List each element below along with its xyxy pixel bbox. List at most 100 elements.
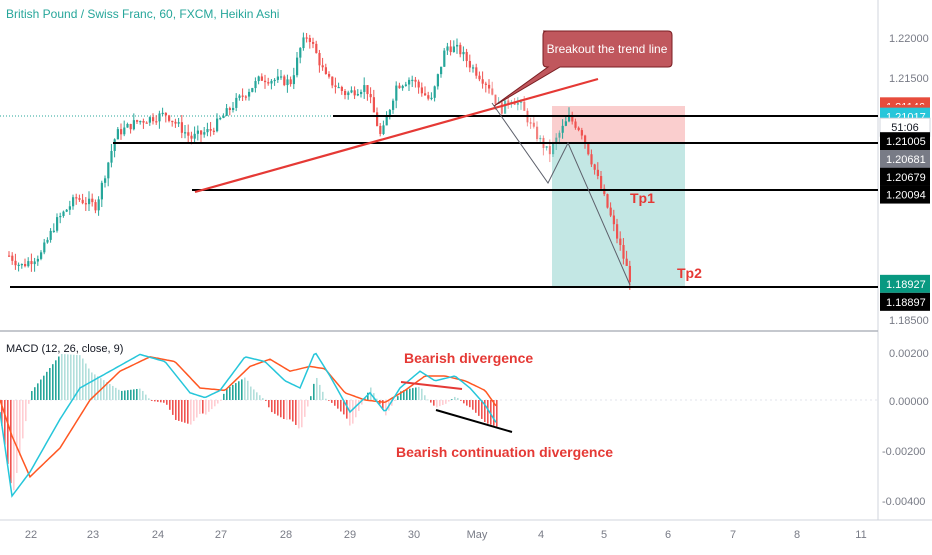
candle [609, 202, 612, 218]
callout-text: Breakout the trend line [547, 42, 668, 56]
macd-histogram-bar [178, 400, 180, 421]
candle [404, 81, 407, 87]
take-profit-zone[interactable] [552, 144, 685, 287]
candle [65, 209, 68, 213]
trend-line[interactable] [194, 77, 599, 194]
candle-body [110, 150, 113, 163]
candle [200, 129, 203, 143]
macd-histogram-bar [10, 400, 12, 484]
macd-histogram-bar [97, 376, 99, 400]
candle-body [584, 135, 587, 144]
candle-body [462, 51, 465, 55]
macd-histogram-bar [478, 400, 480, 416]
candle [369, 87, 372, 104]
candle [587, 142, 590, 156]
macd-histogram-bar [223, 393, 225, 400]
candle [100, 180, 103, 208]
candle-body [401, 85, 404, 89]
macd-histogram-bar [196, 400, 198, 418]
candle-body [145, 122, 148, 124]
macd-histogram-bar [256, 392, 258, 400]
time-axis[interactable]: 22 23 24 27 28 29 30 May 4 5 6 7 8 11 [25, 529, 867, 541]
macd-line [0, 352, 497, 498]
candle [30, 253, 33, 272]
candle-body [120, 129, 123, 135]
candle-body [360, 91, 363, 95]
candle-body [312, 42, 315, 44]
price-tick: 1.22000 [889, 33, 929, 45]
candle [385, 111, 388, 126]
candle-body [507, 100, 510, 104]
candle [299, 47, 302, 64]
stop-loss-zone[interactable] [552, 106, 685, 144]
candle-body [440, 66, 443, 75]
callout-box[interactable] [493, 30, 673, 107]
bearish-continuation-line[interactable] [435, 409, 513, 433]
time-axis-label: 30 [408, 529, 420, 541]
candle-body [318, 52, 321, 66]
candle-body [449, 46, 452, 53]
price-tag-bg [880, 274, 930, 293]
candle [260, 73, 263, 82]
candle-body [123, 127, 126, 135]
price-tag-bg [880, 292, 930, 311]
candle-body [420, 87, 423, 94]
macd-histogram-bar [235, 383, 237, 400]
candle-body [596, 169, 599, 177]
candle [238, 94, 241, 101]
macd-histogram-bar [79, 355, 81, 400]
price-tag: 1.18897 [880, 292, 930, 311]
candle-body [334, 85, 337, 87]
macd-histogram-bar [169, 400, 171, 410]
bearish-divergence-line[interactable] [400, 381, 463, 390]
macd-histogram-bar [415, 387, 417, 400]
price-tag-label: 51:06 [891, 122, 919, 134]
candle-body [248, 91, 251, 97]
candle [241, 88, 244, 102]
candle [152, 113, 155, 125]
candle [401, 84, 404, 91]
macd-histogram-bar [58, 356, 60, 400]
macd-histogram-bar [487, 400, 489, 424]
macd-histogram-bar [184, 400, 186, 423]
candle [536, 121, 539, 142]
candle [251, 87, 254, 93]
candle [430, 92, 433, 101]
macd-histogram-bar [181, 400, 183, 422]
macd-histogram-bar [166, 400, 168, 405]
macd-histogram-bar [91, 372, 93, 400]
macd-histogram-bar [148, 398, 150, 400]
macd-histogram-bar [205, 400, 207, 415]
candle [363, 77, 366, 99]
candle-body [609, 207, 612, 216]
candle [155, 115, 158, 125]
candle [148, 116, 151, 126]
candle [104, 175, 107, 188]
candle-body [267, 82, 270, 84]
candle [555, 133, 558, 151]
macd-histogram-bar [85, 363, 87, 400]
candle [580, 127, 583, 140]
candle-body [532, 122, 535, 127]
candle-body [254, 81, 257, 89]
candle [475, 63, 478, 79]
candle-body [113, 139, 116, 151]
projected-path[interactable] [491, 102, 631, 286]
candle [136, 119, 139, 125]
macd-histogram-bar [22, 400, 24, 439]
candle-body [264, 80, 267, 83]
candle-body [385, 116, 388, 126]
macd-histogram-bar [25, 400, 27, 422]
macd-histogram-bar [451, 399, 453, 401]
candle-body [152, 117, 155, 122]
macd-histogram-bar [346, 400, 348, 419]
candle [91, 193, 94, 207]
candle-body [568, 115, 571, 122]
macd-tick: 0.00200 [889, 348, 929, 360]
macd-histogram-bar [472, 400, 474, 410]
candle-body [155, 121, 158, 123]
candle-body [65, 209, 68, 212]
candle-body [488, 84, 491, 89]
candle-body [561, 125, 564, 133]
